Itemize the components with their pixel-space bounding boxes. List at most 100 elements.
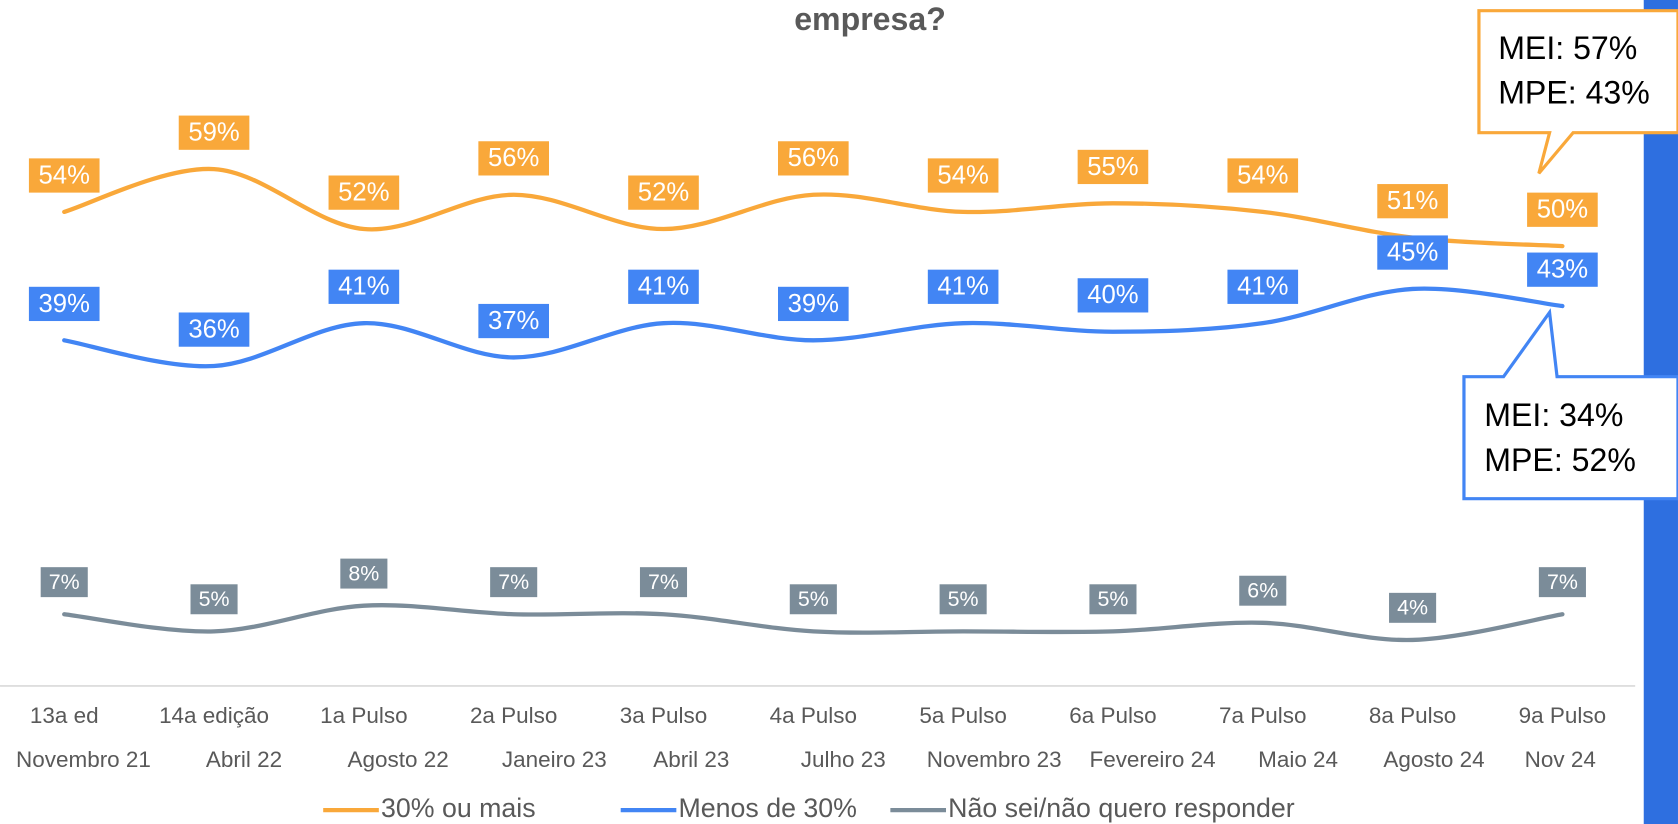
data-label: 8%	[348, 561, 379, 585]
data-label-box	[28, 158, 100, 193]
series-line	[62, 166, 1565, 249]
data-label: 41%	[638, 273, 689, 301]
data-label-box	[1089, 584, 1137, 615]
data-label-box	[778, 141, 849, 176]
callout-text: MPE: 52%	[1484, 442, 1636, 478]
data-label-box	[478, 303, 549, 339]
data-label: 37%	[488, 307, 539, 335]
data-label-box	[1538, 567, 1586, 598]
data-label: 56%	[488, 144, 539, 172]
x-tick-label: 14a edição	[159, 703, 269, 728]
data-label-box	[1377, 184, 1448, 219]
data-label-box	[1077, 278, 1149, 313]
data-label: 54%	[39, 161, 90, 189]
data-label: 7%	[498, 570, 529, 594]
series-line	[62, 286, 1565, 369]
data-label-box	[639, 567, 688, 598]
data-label: 51%	[1387, 187, 1438, 215]
data-label-box	[478, 141, 549, 176]
data-label: 40%	[1087, 281, 1138, 309]
x-tick-label: Agosto 24	[1383, 747, 1484, 772]
data-label: 39%	[788, 290, 839, 318]
data-label: 7%	[648, 570, 679, 594]
data-label: 5%	[798, 587, 829, 611]
data-label: 54%	[937, 161, 988, 189]
x-tick-label: 4a Pulso	[770, 703, 857, 728]
data-label-box	[1227, 269, 1299, 304]
data-label-box	[628, 175, 699, 210]
x-tick-label: Abril 22	[206, 747, 282, 772]
data-label-box	[927, 158, 999, 193]
data-label: 45%	[1387, 238, 1438, 266]
callout-text: MEI: 57%	[1498, 30, 1637, 66]
callout-box	[1462, 308, 1678, 501]
x-tick-label: Agosto 22	[348, 747, 449, 772]
data-label: 41%	[937, 273, 988, 301]
x-tick-label: Nov 24	[1525, 747, 1596, 772]
callout-text: MEI: 34%	[1484, 397, 1623, 433]
data-label-box	[190, 584, 238, 615]
data-label-box	[178, 312, 250, 347]
x-tick-label: 8a Pulso	[1369, 703, 1456, 728]
data-label: 5%	[199, 587, 230, 611]
data-label-box	[939, 584, 987, 615]
data-label: 52%	[338, 178, 389, 206]
x-tick-label: 1a Pulso	[320, 703, 407, 728]
legend-label: Menos de 30%	[678, 793, 856, 823]
data-label: 55%	[1087, 153, 1138, 181]
data-label: 7%	[1547, 570, 1578, 594]
data-label-box	[927, 269, 999, 304]
x-tick-label: 2a Pulso	[470, 703, 557, 728]
data-label-box	[1239, 575, 1287, 606]
data-label-box	[28, 286, 100, 322]
data-label: 6%	[1247, 578, 1278, 602]
data-label-box	[1527, 192, 1598, 227]
data-label: 5%	[1097, 587, 1128, 611]
data-label-box	[1077, 149, 1149, 185]
legend-label: 30% ou mais	[381, 793, 536, 823]
data-label: 43%	[1537, 256, 1588, 284]
data-label: 56%	[788, 144, 839, 172]
data-label-box	[340, 558, 388, 589]
data-label-box	[328, 175, 400, 210]
x-tick-label: Julho 23	[801, 747, 886, 772]
data-label: 5%	[948, 587, 979, 611]
legend-label: Não sei/não quero responder	[948, 793, 1295, 823]
x-tick-label: Fevereiro 24	[1089, 747, 1215, 772]
data-label: 36%	[188, 315, 239, 343]
data-label-box	[1227, 158, 1299, 193]
data-label: 52%	[638, 178, 689, 206]
data-label-box	[778, 286, 849, 322]
data-label: 4%	[1397, 596, 1428, 620]
x-tick-label: 9a Pulso	[1519, 703, 1606, 728]
data-label-box	[1389, 592, 1437, 623]
data-label-box	[628, 269, 699, 304]
x-tick-label: Novembro 21	[16, 747, 151, 772]
x-tick-label: Maio 24	[1258, 747, 1338, 772]
chart-title: empresa?	[794, 1, 946, 37]
data-label-box	[490, 567, 538, 598]
x-tick-label: 6a Pulso	[1069, 703, 1156, 728]
x-tick-label: Abril 23	[653, 747, 729, 772]
data-label-box	[1377, 235, 1448, 270]
series-line	[62, 603, 1565, 643]
data-label: 54%	[1237, 161, 1288, 189]
data-label-box	[178, 115, 250, 150]
callout-text: MPE: 43%	[1498, 75, 1650, 111]
data-label: 39%	[39, 290, 90, 318]
data-label: 7%	[49, 570, 80, 594]
data-label: 41%	[1237, 273, 1288, 301]
data-label: 41%	[338, 273, 389, 301]
x-tick-label: Novembro 23	[927, 747, 1062, 772]
callout-1: MEI: 57% MPE: 43%	[1477, 9, 1678, 175]
data-label-box	[1527, 252, 1598, 287]
x-tick-label: 5a Pulso	[919, 703, 1006, 728]
data-label: 50%	[1537, 196, 1588, 224]
data-label: 59%	[188, 119, 239, 147]
x-tick-label: Janeiro 23	[502, 747, 607, 772]
data-label-box	[328, 269, 400, 304]
x-tick-label: 7a Pulso	[1219, 703, 1306, 728]
x-tick-label: 13a ed	[30, 703, 99, 728]
